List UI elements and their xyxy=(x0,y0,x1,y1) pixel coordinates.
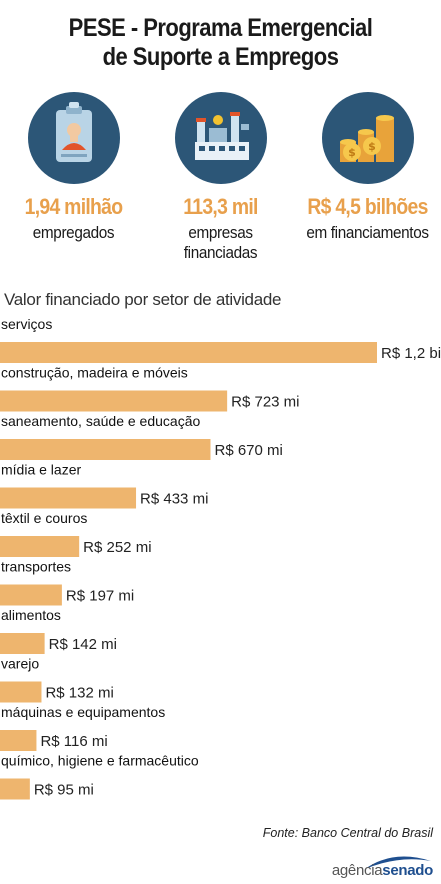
logo-swoosh-icon xyxy=(365,856,431,869)
value-label: R$ 433 mi xyxy=(140,491,208,508)
id-badge-icon xyxy=(27,92,120,184)
svg-text:$: $ xyxy=(368,140,376,153)
coins-icon: $ $ xyxy=(321,92,414,184)
stat-employees: 1,94 milhão empregados xyxy=(0,92,147,243)
logo-text-part-2: senado xyxy=(382,862,433,879)
category-label: saneamento, saúde e educação xyxy=(1,413,200,429)
bar xyxy=(0,439,211,460)
stat-label-line-1: empregados xyxy=(32,223,115,242)
bar xyxy=(0,536,80,557)
source-note: Fonte: Banco Central do Brasil xyxy=(262,826,433,840)
bar xyxy=(0,584,62,606)
value-label: R$ 142 mi xyxy=(49,636,117,653)
bar xyxy=(0,390,228,412)
stat-label: empresas financiadas xyxy=(154,223,286,263)
stat-financing: $ $ R$ 4,5 bilhões em financiamentos xyxy=(294,92,441,243)
category-label: químico, higiene e farmacêutico xyxy=(1,753,199,769)
bar-chart: serviços R$ 1,2 bi construção, madeira e m… xyxy=(0,316,441,800)
chart-title: Valor financiado por setor de atividade xyxy=(4,290,282,309)
stat-label: empregados xyxy=(7,223,139,243)
bar xyxy=(0,633,45,654)
bar xyxy=(0,730,37,751)
bar xyxy=(0,778,30,800)
page-title: PESE - Programa Emergencial de Suporte a… xyxy=(26,14,414,72)
stat-label: em financiamentos xyxy=(301,223,433,243)
value-label: R$ 95 mi xyxy=(34,782,94,799)
category-label: transportes xyxy=(1,559,71,575)
agencia-senado-logo: agênciasenado xyxy=(321,851,433,881)
stat-label-line-1: em financiamentos xyxy=(306,223,429,242)
stat-companies: 113,3 mil empresas financiadas xyxy=(147,92,294,263)
svg-text:$: $ xyxy=(348,146,356,159)
value-label: R$ 252 mi xyxy=(83,539,151,556)
category-label: varejo xyxy=(1,656,39,672)
stat-value: 1,94 milhão xyxy=(24,194,123,219)
value-label: R$ 116 mi xyxy=(40,733,107,750)
bar xyxy=(0,342,377,363)
title-line-1: PESE - Programa Emergencial xyxy=(68,14,373,42)
category-label: construção, madeira e móveis xyxy=(1,365,188,381)
stat-label-line-1: empresas xyxy=(188,223,253,242)
bar xyxy=(0,681,42,703)
category-label: mídia e lazer xyxy=(1,462,81,478)
value-label: R$ 670 mi xyxy=(214,442,282,459)
logo-text: agênciasenado xyxy=(332,862,433,879)
category-label: máquinas e equipamentos xyxy=(1,704,165,720)
category-label: têxtil e couros xyxy=(1,510,87,526)
category-label: serviços xyxy=(1,316,52,332)
stat-value: R$ 4,5 bilhões xyxy=(307,194,428,219)
bar xyxy=(0,487,137,509)
stat-label-line-2: financiadas xyxy=(183,243,258,262)
value-label: R$ 132 mi xyxy=(45,685,113,702)
category-label: alimentos xyxy=(1,607,61,623)
title-line-2: de Suporte a Empregos xyxy=(102,43,339,71)
value-label: R$ 1,2 bi xyxy=(381,345,441,362)
factory-icon xyxy=(174,92,267,184)
value-label: R$ 197 mi xyxy=(66,588,134,605)
value-label: R$ 723 mi xyxy=(231,394,299,411)
logo-text-part-1: agência xyxy=(331,862,383,879)
stat-value: 113,3 mil xyxy=(183,194,258,219)
